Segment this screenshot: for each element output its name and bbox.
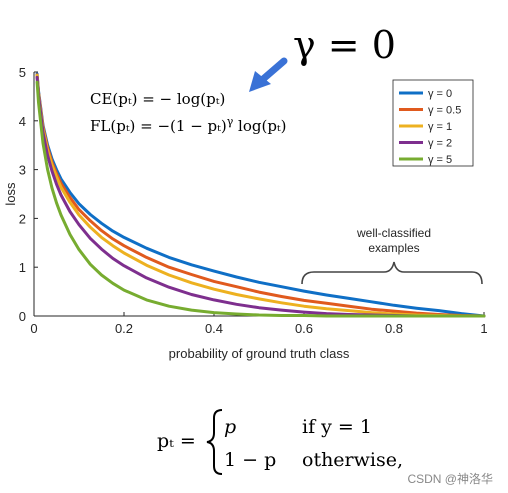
y-axis-label: loss <box>3 182 18 206</box>
x-tick-label: 1 <box>480 321 487 336</box>
series-lines <box>35 72 486 318</box>
well-classified-brace: well-classified examples <box>301 226 483 285</box>
well-classified-label-line2: examples <box>368 241 419 255</box>
series-line <box>35 80 486 318</box>
legend: γ = 0 γ = 0.5 γ = 1 γ = 2 γ = 5 <box>392 79 474 167</box>
y-tick-label: 3 <box>19 163 26 178</box>
x-tick-label: 0.6 <box>295 321 313 336</box>
fl-formula: FL(pₜ) = −(1 − pₜ)γ log(pₜ) <box>90 115 286 135</box>
fl-formula-tail: log(pₜ) <box>233 117 286 135</box>
y-tick-label: 2 <box>19 211 26 226</box>
arrow-icon <box>249 57 288 92</box>
y-tick-label: 5 <box>19 65 26 80</box>
legend-entry-label: γ = 2 <box>428 138 452 150</box>
pt-case1-value: p <box>224 416 236 438</box>
ce-formula: CE(pₜ) = − log(pₜ) <box>90 90 225 108</box>
series-line <box>35 73 486 318</box>
x-tick-label: 0 <box>30 321 37 336</box>
legend-entry-label: γ = 0 <box>428 88 452 100</box>
x-ticks: 0 0.2 0.4 0.6 0.8 1 <box>30 312 488 336</box>
legend-entry-label: γ = 0.5 <box>428 105 461 117</box>
pt-definition: pₜ = p if y = 1 1 − p otherwise, <box>157 409 403 475</box>
y-ticks: 0 1 2 3 4 5 <box>19 65 38 324</box>
y-tick-label: 0 <box>19 309 26 324</box>
legend-entry-label: γ = 5 <box>428 154 452 166</box>
pt-case1-condition: if y = 1 <box>302 416 372 438</box>
y-tick-label: 1 <box>19 260 26 275</box>
x-tick-label: 0.4 <box>205 321 223 336</box>
x-tick-label: 0.2 <box>115 321 133 336</box>
pt-case2-condition: otherwise, <box>302 449 403 471</box>
pt-case2-value: 1 − p <box>224 449 276 471</box>
x-tick-label: 0.8 <box>385 321 403 336</box>
left-brace <box>206 409 223 475</box>
x-axis-label: probability of ground truth class <box>169 346 350 361</box>
pt-definition-lhs: pₜ = <box>157 430 196 452</box>
watermark: CSDN @神洛华 <box>407 471 493 486</box>
brace-shape <box>301 261 483 285</box>
legend-entry-label: γ = 1 <box>428 121 452 133</box>
fl-formula-exponent: γ <box>227 115 234 128</box>
fl-formula-main: FL(pₜ) = −(1 − pₜ) <box>90 117 227 135</box>
gamma-zero-annotation: γ = 0 <box>293 23 396 67</box>
y-tick-label: 4 <box>19 114 26 129</box>
well-classified-label-line1: well-classified <box>356 226 431 240</box>
